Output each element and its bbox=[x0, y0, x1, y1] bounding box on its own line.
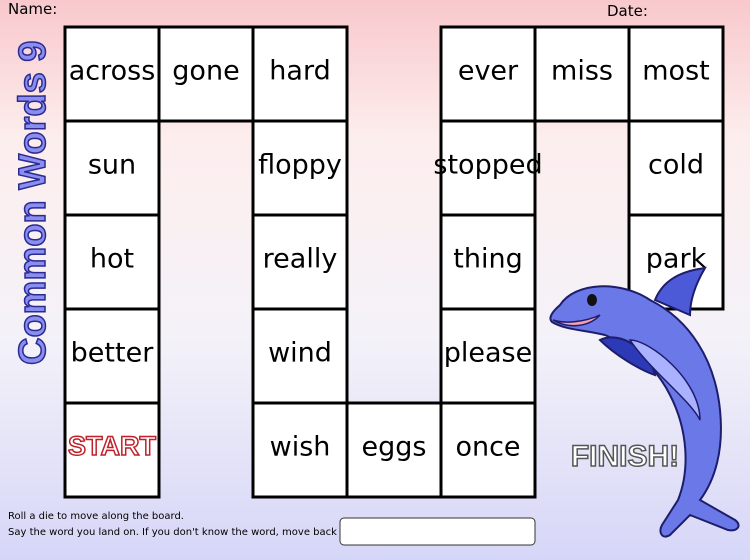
board-cell bbox=[251, 119, 349, 217]
word: wind bbox=[268, 338, 332, 369]
board-cell bbox=[251, 401, 349, 499]
finish-label: FINISH! bbox=[571, 440, 679, 473]
word: please bbox=[444, 338, 532, 369]
board-cell bbox=[63, 401, 161, 499]
board-cell bbox=[63, 307, 161, 405]
word: really bbox=[263, 244, 338, 275]
word: hot bbox=[90, 244, 134, 275]
board: across gone hard ever miss most sun floppy stopp… bbox=[63, 25, 725, 499]
instruction-line: Say the word you land on. If you don't k… bbox=[8, 527, 337, 538]
word: cold bbox=[648, 150, 704, 181]
word: hard bbox=[269, 56, 330, 87]
word: stopped bbox=[433, 150, 542, 181]
word: ever bbox=[458, 56, 519, 87]
board-cell bbox=[439, 401, 537, 499]
word: sun bbox=[88, 150, 136, 181]
board-cell bbox=[533, 25, 631, 123]
word: thing bbox=[453, 244, 522, 275]
board-cell bbox=[251, 213, 349, 311]
board-cell bbox=[63, 213, 161, 311]
word: gone bbox=[172, 56, 239, 87]
dolphin bbox=[549, 266, 740, 538]
board-cell bbox=[157, 25, 255, 123]
board-cell bbox=[439, 307, 537, 405]
word: eggs bbox=[362, 432, 427, 463]
board-cell bbox=[627, 119, 725, 217]
board-cell bbox=[627, 25, 725, 123]
instruction-line: Roll a die to move along the board. bbox=[8, 511, 184, 522]
start-label: START bbox=[68, 431, 156, 461]
word: across bbox=[69, 56, 156, 87]
board-cell bbox=[63, 25, 161, 123]
answer-box[interactable] bbox=[339, 517, 536, 546]
title: Common Words 9 bbox=[12, 41, 54, 365]
word: floppy bbox=[258, 150, 342, 181]
word: wish bbox=[270, 432, 331, 463]
word: most bbox=[642, 56, 709, 87]
word: better bbox=[71, 338, 155, 369]
board-cell bbox=[251, 307, 349, 405]
name-label: Name: bbox=[8, 0, 57, 18]
word: miss bbox=[551, 56, 613, 87]
date-label: Date: bbox=[607, 2, 648, 20]
word: once bbox=[455, 432, 520, 463]
